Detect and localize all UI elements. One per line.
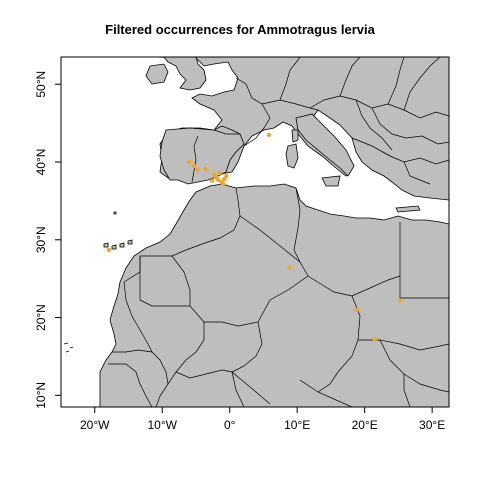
x-tick-label: 20°W [80, 418, 110, 432]
italy [295, 113, 355, 177]
x-tick-label: 10°W [147, 418, 177, 432]
y-tick-label: 20°N [34, 304, 48, 331]
occurrence-point [211, 172, 217, 177]
occurrence-point [216, 177, 221, 183]
map-panel-frame [60, 56, 450, 408]
occurrence-point [203, 166, 208, 172]
y-tick-label: 50°N [34, 71, 48, 98]
occurrence-point [372, 337, 377, 342]
x-axis: 20°W 10°W 0° 10°E 20°E 30°E [80, 407, 445, 432]
occurrence-points [106, 132, 403, 342]
crete [395, 205, 421, 213]
occurrence-point [224, 173, 229, 179]
y-tick-label: 10°N [34, 382, 48, 409]
x-tick-label: 20°E [352, 418, 378, 432]
sicily [321, 175, 341, 187]
x-tick-label: 10°E [284, 418, 310, 432]
occurrence-point [191, 163, 197, 169]
y-tick-label: 30°N [34, 226, 48, 253]
occurrence-point [222, 176, 227, 182]
sardinia [285, 143, 299, 169]
canary-islands [103, 211, 133, 250]
occurrence-point [209, 178, 215, 183]
corsica [291, 129, 299, 143]
x-tick-label: 30°E [419, 418, 445, 432]
occurrence-point [217, 170, 222, 176]
occurrence-point [106, 247, 112, 253]
x-tick-label: 0° [224, 418, 236, 432]
y-axis: 10°N 20°N 30°N 40°N 50°N [34, 71, 61, 409]
occurrence-point [187, 159, 192, 165]
occurrence-point [398, 298, 403, 303]
map-title: Filtered occurrences for Ammotragus lerv… [105, 22, 375, 37]
occurrence-point [266, 132, 272, 137]
cape-verde-islands [63, 342, 74, 353]
country-borders [108, 57, 449, 407]
occurrence-point [195, 167, 201, 172]
ireland [145, 63, 169, 85]
occurrence-point [354, 307, 359, 312]
iberian-peninsula [159, 127, 245, 185]
occurrence-point [287, 265, 292, 270]
occurrence-point [220, 181, 226, 186]
y-tick-label: 40°N [34, 149, 48, 176]
balkans [351, 137, 449, 201]
british-isles [163, 57, 207, 91]
africa-landmass [99, 183, 449, 407]
